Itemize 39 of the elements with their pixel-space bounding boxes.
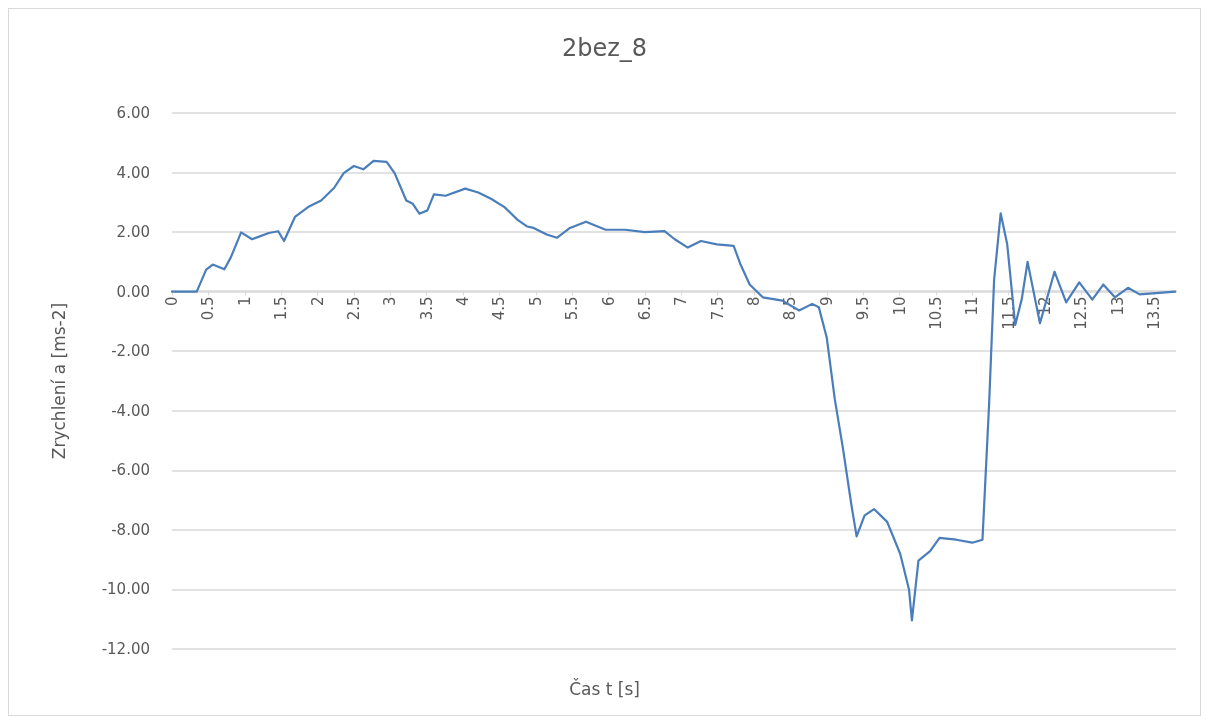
y-tick-label: 2.00 [116,223,150,242]
y-tick-label: -10.00 [101,580,150,599]
chart-title: 2bez_8 [561,34,648,62]
x-tick-label: 7 [672,296,691,306]
y-tick-label: 0.00 [116,282,150,301]
y-tick-label: 4.00 [116,163,150,182]
x-tick-label: 0.5 [199,296,218,321]
x-tick-label: 3.5 [417,296,436,321]
y-axis-title: Zrychlení a [ms-2] [48,302,69,460]
x-tick-label: 1 [235,296,254,306]
x-tick-label: 8.5 [781,296,800,321]
x-tick-label: 6 [599,296,618,306]
x-tick-label: 9 [817,296,836,306]
x-tick-label: 3 [381,296,400,306]
x-tick-label: 1.5 [272,296,291,321]
x-tick-label: 2.5 [344,296,363,321]
x-tick-label: 13.5 [1145,296,1164,330]
x-tick-label: 5 [526,296,545,306]
x-tick-label: 4 [454,296,473,306]
x-tick-label: 7.5 [708,296,727,321]
x-tick-label: 13 [1108,296,1127,316]
x-tick-label: 2 [308,296,327,306]
x-tick-label: 0 [163,296,181,306]
x-tick-label: 9.5 [854,296,873,321]
y-tick-label: 6.00 [116,104,150,122]
y-tick-label: -12.00 [101,640,150,658]
x-tick-label: 8 [745,296,764,306]
y-tick-label: -6.00 [111,461,150,480]
x-axis-title: Čas t [s] [569,677,640,699]
x-tick-label: 10 [890,296,909,316]
y-tick-label: -2.00 [111,342,150,361]
x-tick-label: 5.5 [563,296,582,321]
x-tick-label: 10.5 [926,296,945,330]
x-tick-label: 11 [963,296,982,316]
y-tick-label: -4.00 [111,401,150,420]
x-tick-label: 12.5 [1072,296,1091,330]
y-tick-label: -8.00 [111,520,150,539]
x-tick-label: 4.5 [490,296,509,321]
x-tick-label: 6.5 [635,296,654,321]
